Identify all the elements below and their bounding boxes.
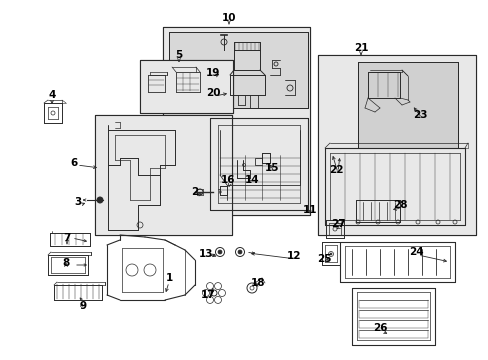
Bar: [318, 55, 475, 235]
Bar: [163, 27, 309, 215]
Bar: [163, 27, 309, 215]
Bar: [140, 60, 232, 113]
Text: 21: 21: [353, 43, 367, 53]
Text: 5: 5: [175, 50, 182, 60]
Bar: [95, 115, 231, 235]
Text: 8: 8: [62, 258, 69, 268]
Text: 22: 22: [328, 165, 343, 175]
Circle shape: [218, 250, 222, 254]
Text: 11: 11: [302, 205, 317, 215]
Bar: [170, 32, 307, 108]
Text: 9: 9: [79, 301, 86, 311]
Text: 4: 4: [48, 90, 56, 100]
Circle shape: [238, 250, 242, 254]
Bar: [169, 32, 307, 108]
Bar: [169, 32, 307, 108]
Circle shape: [97, 197, 103, 203]
Text: 18: 18: [250, 278, 264, 288]
Text: 26: 26: [372, 323, 386, 333]
Bar: [358, 62, 457, 148]
Text: 14: 14: [244, 175, 259, 185]
Text: 6: 6: [70, 158, 78, 168]
Text: 13: 13: [198, 249, 213, 259]
Text: 10: 10: [221, 13, 236, 23]
Text: 12: 12: [286, 251, 301, 261]
Bar: [357, 62, 457, 148]
Bar: [96, 115, 231, 235]
Text: 16: 16: [220, 175, 235, 185]
Bar: [141, 60, 232, 113]
Circle shape: [329, 253, 331, 255]
Text: 17: 17: [200, 290, 215, 300]
Text: 7: 7: [63, 233, 71, 243]
Text: 15: 15: [264, 163, 279, 173]
Bar: [317, 55, 475, 235]
Bar: [163, 27, 309, 215]
Text: 20: 20: [205, 88, 220, 98]
Text: 3: 3: [74, 197, 81, 207]
Text: 19: 19: [205, 68, 220, 78]
Text: 1: 1: [165, 273, 172, 283]
Bar: [95, 115, 231, 235]
Text: 2: 2: [191, 187, 198, 197]
Text: 24: 24: [408, 247, 423, 257]
Bar: [357, 62, 457, 148]
Text: 23: 23: [412, 110, 427, 120]
Bar: [140, 60, 232, 113]
Text: 25: 25: [316, 254, 330, 264]
Bar: [317, 55, 475, 235]
Text: 28: 28: [392, 200, 407, 210]
Text: 27: 27: [330, 219, 345, 229]
